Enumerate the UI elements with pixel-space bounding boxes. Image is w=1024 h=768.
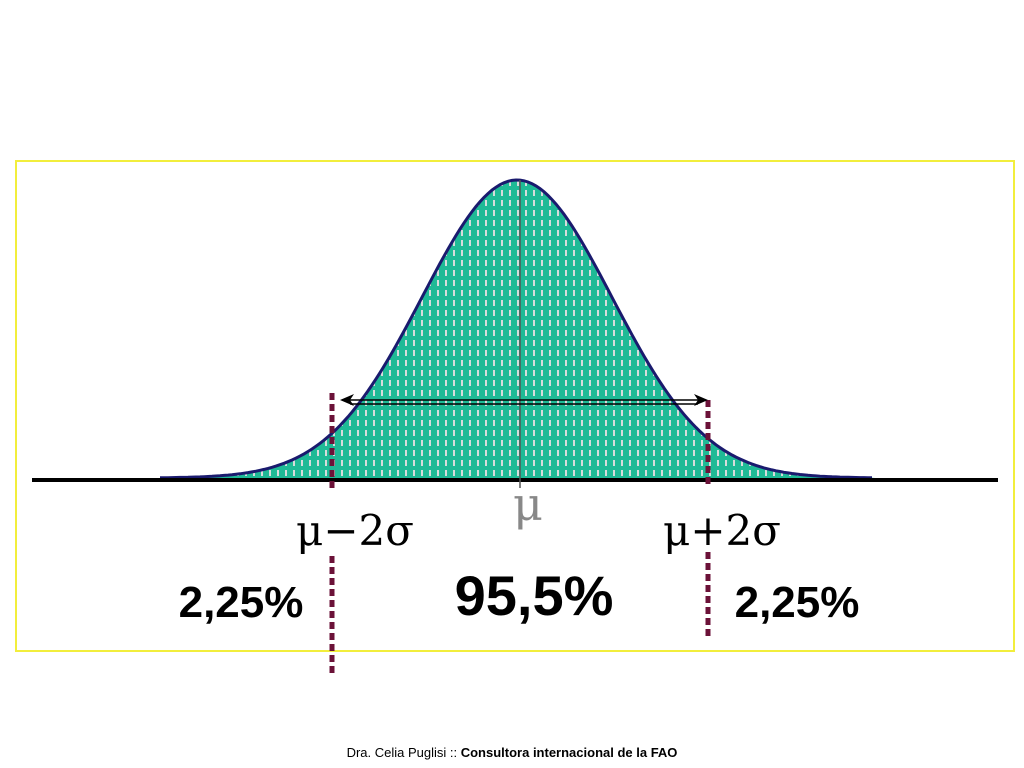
two-sigma-range-arrow — [340, 394, 708, 406]
footer-author: Dra. Celia Puglisi — [346, 745, 447, 760]
footer-separator: :: — [446, 745, 461, 760]
left-tail-percentage: 2,25% — [179, 578, 304, 627]
footer-credit: Dra. Celia Puglisi :: Consultora interna… — [0, 745, 1024, 760]
footer-affiliation: Consultora internacional de la FAO — [460, 745, 678, 760]
mu-label: μ — [513, 477, 543, 531]
minus-two-sigma-label: μ−2σ — [296, 506, 414, 555]
diagram-frame — [15, 160, 1015, 652]
bell-curve-outline — [160, 178, 872, 480]
right-tail-percentage: 2,25% — [735, 578, 860, 627]
bell-curve-area — [160, 180, 875, 478]
center-percentage: 95,5% — [455, 564, 614, 627]
plus-two-sigma-label: μ+2σ — [663, 506, 781, 555]
